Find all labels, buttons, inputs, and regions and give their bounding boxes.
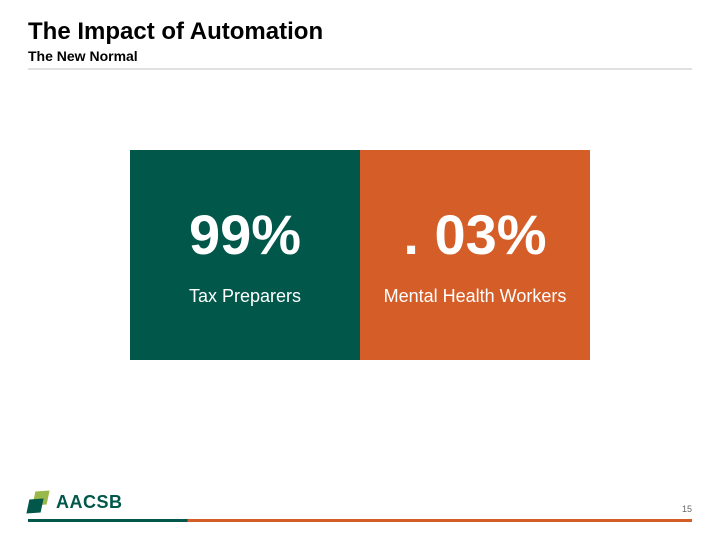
stat-box-left: 99% Tax Preparers <box>130 150 360 360</box>
stats-container: 99% Tax Preparers . 03% Mental Health Wo… <box>0 150 720 360</box>
slide-header: The Impact of Automation The New Normal <box>0 0 720 70</box>
stat-value-left: 99% <box>189 202 301 267</box>
logo-square-dark <box>26 499 43 514</box>
slide-footer: AACSB 15 <box>28 491 692 522</box>
page-number: 15 <box>682 504 692 514</box>
footer-line <box>28 519 692 522</box>
aacsb-logo-icon <box>28 491 50 513</box>
stat-value-right: . 03% <box>403 202 546 267</box>
stat-box-right: . 03% Mental Health Workers <box>360 150 590 360</box>
logo-text: AACSB <box>56 492 123 513</box>
title-underline <box>28 68 692 70</box>
slide-subtitle: The New Normal <box>28 48 692 64</box>
stat-label-right: Mental Health Workers <box>384 285 567 308</box>
logo-row: AACSB <box>28 491 692 513</box>
slide-title: The Impact of Automation <box>28 18 692 46</box>
stat-label-left: Tax Preparers <box>189 285 301 308</box>
